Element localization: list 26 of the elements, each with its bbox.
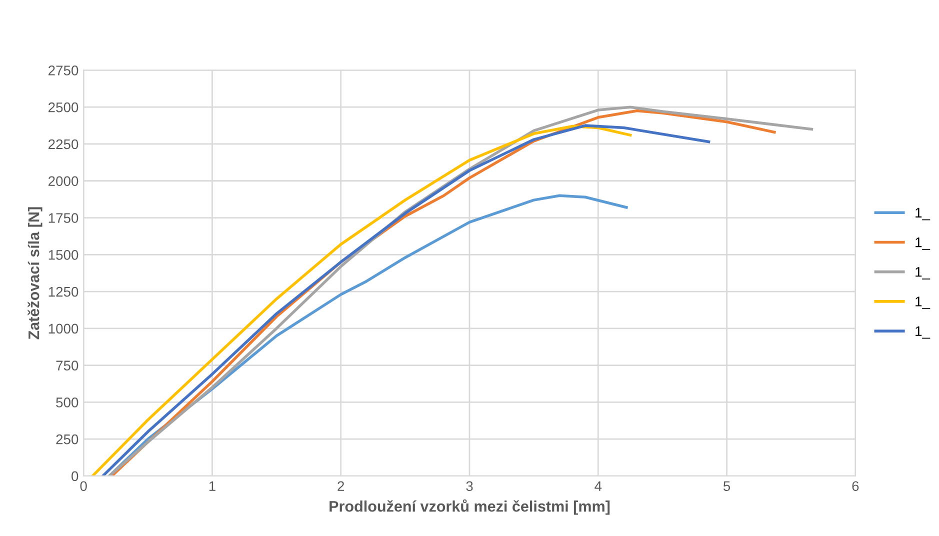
y-tick-label: 2500 xyxy=(48,102,78,112)
y-tick-label: 2000 xyxy=(48,176,78,186)
x-tick-label: 0 xyxy=(80,481,87,492)
legend-label: 1_ xyxy=(916,208,930,220)
x-tick-label: 3 xyxy=(466,481,473,492)
y-tick-label: 500 xyxy=(56,398,78,408)
y-tick-label: 1500 xyxy=(48,250,78,260)
x-tick-label: 2 xyxy=(338,481,344,491)
y-tick-label: 2250 xyxy=(48,139,78,150)
y-tick-label: 1250 xyxy=(48,286,78,297)
y-tick-label: 2750 xyxy=(48,66,78,76)
x-tick-label: 5 xyxy=(723,481,730,492)
legend-label: 1_ xyxy=(916,326,930,339)
x-tick-label: 6 xyxy=(852,481,859,492)
legend-label: 1_ xyxy=(916,238,930,250)
y-axis-title: Zatěžovací síla [N] xyxy=(28,207,42,340)
x-tick-label: 4 xyxy=(594,481,602,491)
y-tick-label: 1000 xyxy=(48,324,78,334)
x-tick-label: 1 xyxy=(209,481,216,491)
legend-label: 1_ xyxy=(916,267,930,280)
y-tick-label: 0 xyxy=(72,471,78,482)
x-axis-title: Prodloužení vzorků mezi čelistmi [mm] xyxy=(330,499,610,515)
y-tick-label: 250 xyxy=(56,434,78,444)
legend-label: 1_ xyxy=(916,296,930,310)
y-tick-label: 750 xyxy=(56,360,78,370)
y-tick-label: 1750 xyxy=(48,213,78,223)
